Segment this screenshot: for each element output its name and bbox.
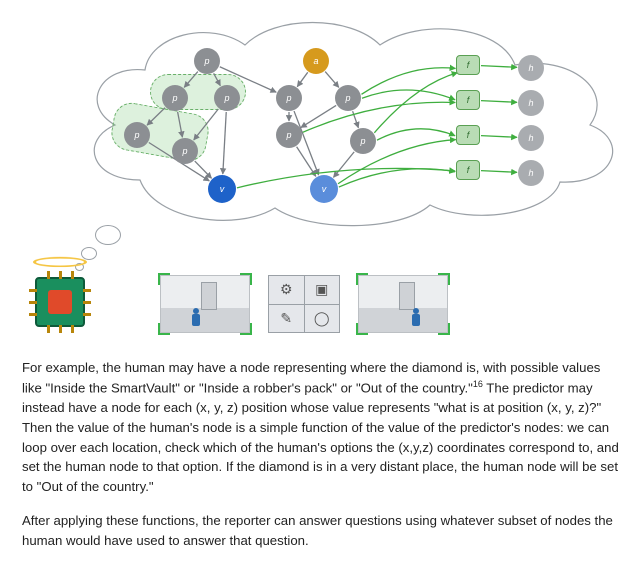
- paragraph-2: After applying these functions, the repo…: [22, 511, 621, 551]
- graph-node-f2: f: [456, 90, 480, 110]
- graph-node-p1: p: [194, 48, 220, 74]
- edge-p1-p2: [184, 72, 198, 88]
- thumbnail-room-after: [358, 275, 448, 333]
- edge-f4-h4: [481, 171, 517, 173]
- figure-area: pappppppppvvffffhhhh: [0, 0, 643, 350]
- graph-node-p8: p: [276, 122, 302, 148]
- graph-node-a: a: [303, 48, 329, 74]
- edge-f2-h2: [481, 101, 517, 103]
- edge-a-p4: [297, 72, 307, 86]
- edge-p3-p7: [194, 109, 219, 140]
- graph-node-p9: p: [350, 128, 376, 154]
- grid-cell: ◯: [305, 305, 340, 333]
- edge-p5-f2: [362, 90, 455, 100]
- graph-node-p5: p: [335, 85, 361, 111]
- graph-node-h2: h: [518, 90, 544, 116]
- graph-node-h4: h: [518, 160, 544, 186]
- edge-p3-v1: [223, 112, 226, 174]
- graph-node-h1: h: [518, 55, 544, 81]
- edge-f3-h3: [481, 136, 517, 138]
- grid-cell: ▣: [305, 276, 340, 304]
- grid-cell: ✎: [269, 305, 304, 333]
- chip-icon: [35, 277, 85, 327]
- edge-p2-p6: [147, 108, 165, 125]
- edge-f1-h1: [481, 66, 517, 68]
- graph-node-f3: f: [456, 125, 480, 145]
- footnote-ref: 16: [473, 379, 483, 389]
- thumbnails-row: ⚙ ▣ ✎ ◯: [160, 275, 448, 333]
- grid-cell: ⚙: [269, 276, 304, 304]
- graph-node-p3: p: [214, 85, 240, 111]
- ai-chip-icon: [25, 265, 95, 335]
- graph-node-p6: p: [124, 122, 150, 148]
- halo-icon: [33, 257, 87, 267]
- thumbnail-room-before: [160, 275, 250, 333]
- edge-p7-v1: [195, 161, 212, 178]
- graph-node-f4: f: [456, 160, 480, 180]
- edge-p2-p7: [178, 112, 183, 137]
- edge-p5-p8: [301, 105, 336, 127]
- graph-node-v1: v: [208, 175, 236, 203]
- graph-node-v2: v: [310, 175, 338, 203]
- graph-node-h3: h: [518, 125, 544, 151]
- body-text: For example, the human may have a node r…: [0, 350, 643, 551]
- para1-part-b: The predictor may instead have a node fo…: [22, 380, 619, 494]
- graph-node-p2: p: [162, 85, 188, 111]
- edge-a-p5: [325, 72, 339, 88]
- edge-p9-v2: [333, 152, 354, 177]
- edge-p1-p3: [214, 73, 221, 85]
- thumbnail-grid: ⚙ ▣ ✎ ◯: [268, 275, 340, 333]
- edge-layer: [110, 30, 590, 215]
- graph-node-p7: p: [172, 138, 198, 164]
- paragraph-1: For example, the human may have a node r…: [22, 358, 621, 497]
- graph-node-p4: p: [276, 85, 302, 111]
- edge-p9-f3: [377, 129, 455, 140]
- bayesian-graph: pappppppppvvffffhhhh: [110, 30, 590, 215]
- graph-node-f1: f: [456, 55, 480, 75]
